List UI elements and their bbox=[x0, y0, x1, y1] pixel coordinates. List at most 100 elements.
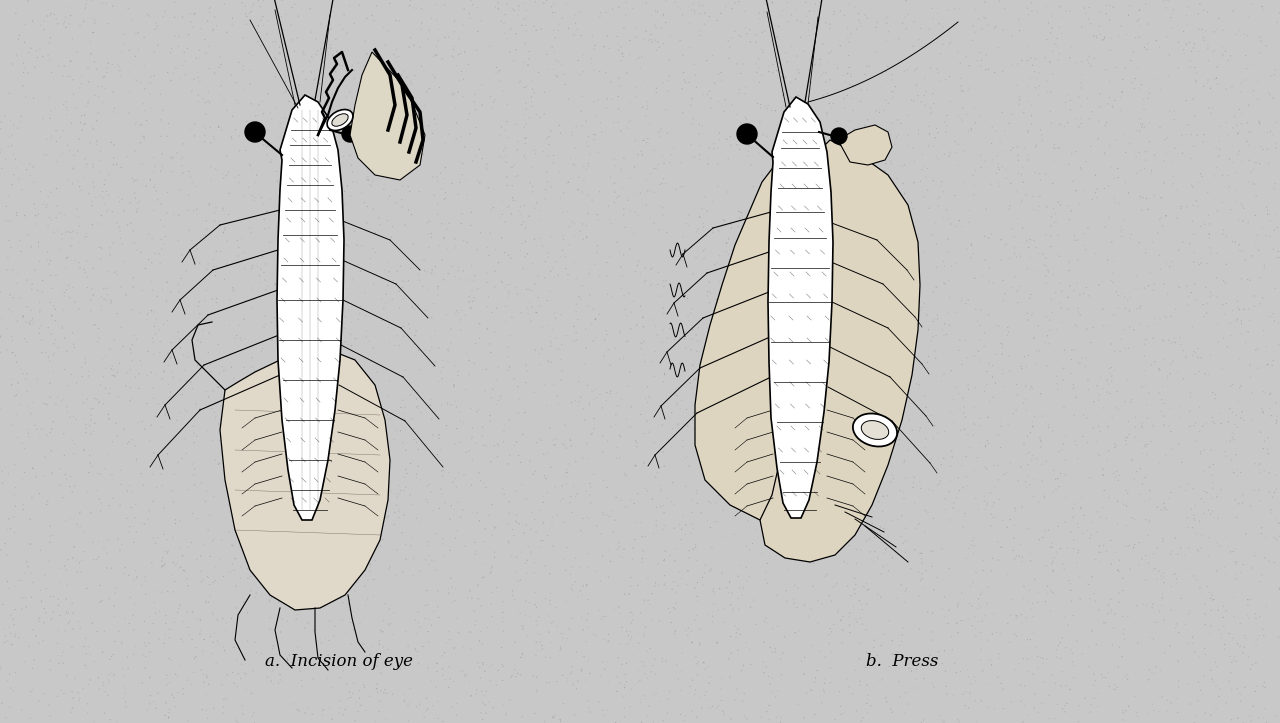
Point bbox=[393, 394, 413, 406]
Point bbox=[261, 546, 282, 557]
Point bbox=[1185, 195, 1206, 207]
Point bbox=[91, 242, 111, 254]
Point bbox=[234, 247, 255, 258]
Point bbox=[776, 72, 796, 83]
Point bbox=[93, 198, 114, 210]
Point bbox=[462, 592, 483, 604]
Point bbox=[122, 339, 142, 351]
Point bbox=[776, 530, 796, 542]
Point bbox=[63, 552, 83, 564]
Point bbox=[365, 716, 385, 723]
Point bbox=[699, 276, 719, 288]
Point bbox=[835, 421, 855, 432]
Point bbox=[1, 628, 22, 639]
Point bbox=[687, 669, 708, 680]
Point bbox=[1135, 333, 1156, 345]
Point bbox=[0, 215, 17, 226]
Point bbox=[406, 298, 426, 309]
Point bbox=[461, 432, 481, 444]
Point bbox=[1216, 298, 1236, 309]
Point bbox=[253, 491, 274, 502]
Point bbox=[289, 90, 310, 101]
Point bbox=[228, 56, 248, 68]
Point bbox=[527, 684, 548, 696]
Point bbox=[225, 512, 246, 523]
Point bbox=[237, 607, 257, 619]
Point bbox=[40, 113, 60, 124]
Point bbox=[178, 351, 198, 363]
Point bbox=[0, 190, 18, 202]
Point bbox=[212, 168, 233, 179]
Point bbox=[1128, 637, 1148, 649]
Point bbox=[493, 85, 513, 97]
Point bbox=[82, 122, 102, 134]
Point bbox=[134, 105, 155, 116]
Point bbox=[781, 40, 801, 52]
Point bbox=[1070, 289, 1091, 301]
Point bbox=[992, 65, 1012, 77]
Point bbox=[1000, 203, 1020, 215]
Point bbox=[317, 129, 338, 141]
Point bbox=[115, 701, 136, 713]
Point bbox=[1243, 178, 1263, 189]
Point bbox=[1133, 478, 1153, 489]
Point bbox=[1144, 356, 1165, 367]
Point bbox=[91, 155, 111, 166]
Point bbox=[106, 108, 127, 120]
Point bbox=[183, 205, 204, 217]
Point bbox=[982, 121, 1002, 133]
Point bbox=[61, 435, 82, 446]
Point bbox=[899, 663, 919, 675]
Point bbox=[955, 411, 975, 423]
Point bbox=[449, 406, 470, 418]
Point bbox=[1093, 463, 1114, 475]
Point bbox=[257, 149, 278, 161]
Point bbox=[850, 612, 870, 624]
Point bbox=[1047, 229, 1068, 241]
Point bbox=[41, 106, 61, 117]
Point bbox=[879, 191, 900, 202]
Point bbox=[905, 221, 925, 233]
Point bbox=[1001, 594, 1021, 605]
Point bbox=[646, 329, 667, 341]
Point bbox=[677, 630, 698, 641]
Point bbox=[959, 60, 979, 72]
Point bbox=[310, 347, 330, 359]
Point bbox=[1257, 208, 1277, 220]
Point bbox=[364, 480, 384, 492]
Point bbox=[219, 320, 239, 331]
Point bbox=[552, 628, 572, 639]
Point bbox=[312, 709, 333, 721]
Point bbox=[919, 129, 940, 140]
Point bbox=[634, 276, 654, 288]
Point bbox=[419, 536, 439, 548]
Point bbox=[783, 258, 804, 270]
Point bbox=[379, 603, 399, 615]
Point bbox=[507, 288, 527, 300]
Point bbox=[634, 134, 654, 146]
Point bbox=[1007, 59, 1028, 70]
Point bbox=[10, 246, 31, 257]
Point bbox=[1011, 197, 1032, 208]
Point bbox=[833, 249, 854, 260]
Point bbox=[370, 625, 390, 636]
Point bbox=[445, 473, 466, 484]
Point bbox=[922, 2, 942, 14]
Point bbox=[166, 147, 187, 159]
Point bbox=[986, 320, 1006, 331]
Point bbox=[1043, 142, 1064, 153]
Point bbox=[900, 210, 920, 222]
Point bbox=[180, 377, 201, 388]
Point bbox=[480, 347, 500, 359]
Point bbox=[1126, 270, 1147, 282]
Point bbox=[142, 257, 163, 268]
Point bbox=[654, 554, 675, 565]
Point bbox=[1053, 362, 1074, 374]
Point bbox=[608, 90, 628, 102]
Point bbox=[91, 80, 111, 92]
Point bbox=[506, 636, 526, 648]
Point bbox=[1192, 171, 1212, 182]
Point bbox=[516, 236, 536, 247]
Point bbox=[157, 379, 178, 390]
Point bbox=[187, 203, 207, 215]
